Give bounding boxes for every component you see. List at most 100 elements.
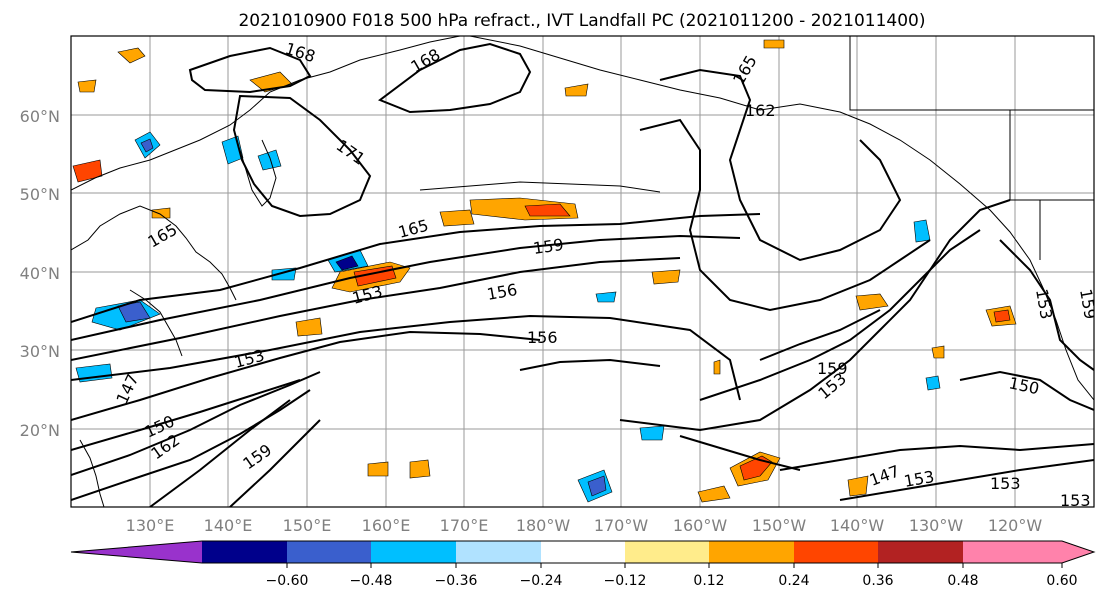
contour-line: [71, 234, 741, 341]
shade-patch: [713, 359, 721, 375]
border-canada-us: [849, 36, 1094, 111]
colorbar-segment: [541, 541, 625, 563]
lon-label: 150°E: [283, 516, 332, 535]
colorbar-tick-label: −0.60: [266, 573, 309, 589]
colorbar-tick-label: −0.36: [435, 573, 478, 589]
shade-patch: [140, 138, 154, 153]
contour-line: [639, 118, 931, 312]
lat-label: 20°N: [20, 421, 60, 440]
shade-patch: [763, 39, 785, 49]
shade-patch: [72, 159, 103, 183]
colorbar-segment: [287, 541, 371, 563]
contour-line: [71, 257, 681, 361]
colorbar-segments: [71, 541, 1094, 563]
contour-line: [232, 94, 372, 218]
contour-line: [229, 419, 321, 507]
map-frame: [70, 35, 1095, 508]
colorbar-segment: [371, 541, 456, 563]
lat-label: 30°N: [20, 342, 60, 361]
contour-label: 156: [527, 328, 558, 347]
coastline-aleutians: [419, 181, 661, 193]
coastline-east-asia: [71, 205, 237, 301]
colorbar-tick-label: 0.12: [693, 573, 724, 589]
contour-line: [71, 371, 321, 476]
contour-label: 162: [745, 101, 776, 120]
contour-label: 153: [990, 474, 1021, 493]
lon-label: 140°E: [204, 516, 253, 535]
shade-patch: [925, 375, 941, 391]
lat-label: 50°N: [20, 185, 60, 204]
lon-label: 140°W: [830, 516, 885, 535]
contour-label: 159: [532, 235, 565, 258]
shade-patch: [335, 255, 359, 271]
contour-line: [188, 46, 312, 94]
lat-label: 60°N: [20, 107, 60, 126]
shade-patch: [409, 459, 431, 479]
contour-line: [959, 370, 1094, 411]
contour-line: [759, 309, 881, 361]
shade-patch: [151, 207, 171, 219]
contour-line: [71, 330, 541, 421]
colorbar-segment: [202, 541, 287, 563]
colorbar-tick-label: 0.24: [778, 573, 809, 589]
lon-label: 150°W: [752, 516, 807, 535]
shade-patch: [77, 79, 97, 93]
shade-patch: [931, 345, 945, 359]
colorbar-ticks: −0.60 −0.48 −0.36 −0.24 −0.12 0.12 0.24 0.36 0.4…: [266, 563, 1078, 589]
shade-patch: [439, 209, 475, 227]
lon-label: 160°W: [673, 516, 728, 535]
shade-patch: [847, 475, 869, 497]
figure-title: 2021010900 F018 500 hPa refract., IVT La…: [238, 11, 925, 31]
colorbar: −0.60 −0.48 −0.36 −0.24 −0.12 0.12 0.24 0.36 0.4…: [70, 540, 1096, 589]
contour-label: 159: [1076, 287, 1100, 320]
colorbar-segment: [456, 541, 541, 563]
contour-line: [71, 213, 761, 323]
lon-label: 130°W: [909, 516, 964, 535]
contour-line: [71, 379, 301, 451]
shade-patch: [855, 293, 889, 311]
shade-patch: [295, 317, 323, 337]
coastline-kamchatka: [239, 139, 277, 207]
shade-patch: [587, 475, 607, 497]
contour-line: [519, 358, 661, 371]
contour-line: [679, 435, 801, 471]
shade-patch: [524, 203, 571, 217]
colorbar-tick-label: −0.12: [604, 573, 647, 589]
colorbar-tick-label: −0.48: [350, 573, 393, 589]
colorbar-extend-high: [1062, 541, 1094, 563]
lon-label: 120°W: [988, 516, 1043, 535]
contour-label: 159: [817, 359, 848, 378]
contour-line: [149, 399, 291, 507]
coastline-philippines: [79, 439, 105, 507]
shade-patch: [367, 461, 389, 477]
contour-line: [839, 459, 1094, 501]
colorbar-segment: [963, 541, 1062, 563]
colorbar-tick-label: 0.48: [947, 573, 978, 589]
contour-line: [699, 229, 981, 401]
shade-patch: [697, 485, 731, 503]
contour-line: [779, 443, 1094, 471]
lon-label: 160°E: [362, 516, 411, 535]
lon-label: 130°E: [126, 516, 175, 535]
contour-line: [71, 314, 741, 401]
shade-patch: [651, 269, 681, 285]
contour-line: [377, 42, 532, 114]
shade-patch: [639, 425, 665, 441]
colorbar-tick-label: 0.60: [1046, 573, 1077, 589]
colorbar-segment: [625, 541, 709, 563]
contour-line: [659, 68, 902, 262]
lon-label: 170°E: [440, 516, 489, 535]
shade-patch: [117, 47, 146, 64]
longitude-labels: 130°E 140°E 150°E 160°E 170°E 180°W 170°…: [126, 516, 1043, 535]
latitude-labels: 60°N 50°N 40°N 30°N 20°N: [20, 107, 60, 440]
height-contours: [71, 42, 1094, 507]
gridlines: [71, 36, 1094, 507]
shade-patch: [993, 309, 1011, 323]
contour-label: 153: [1060, 491, 1091, 510]
contour-line: [999, 239, 1094, 371]
shaded-anomalies: [72, 39, 1017, 503]
colorbar-extend-low: [71, 541, 202, 563]
colorbar-segment: [878, 541, 963, 563]
colorbar-outline: [70, 540, 1096, 564]
